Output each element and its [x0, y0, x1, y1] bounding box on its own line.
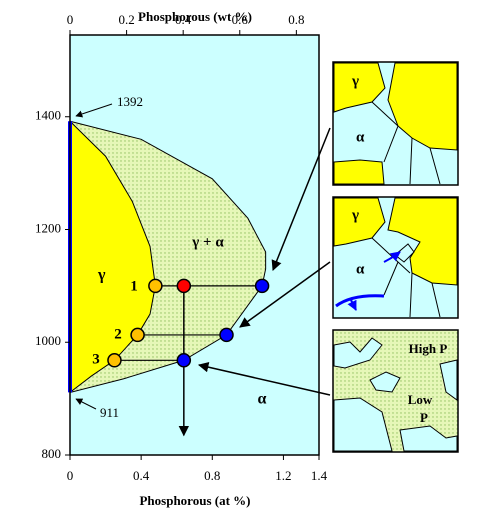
data-point	[176, 353, 192, 368]
point-label: 3	[92, 351, 100, 367]
data-point	[148, 278, 163, 294]
panel-label: α	[356, 129, 365, 145]
phase-label: γ + α	[191, 234, 224, 250]
pointer-arrow	[239, 261, 331, 328]
data-point	[176, 278, 192, 294]
data-point	[107, 353, 122, 368]
plot-frame	[69, 34, 320, 456]
plot-area	[68, 35, 319, 455]
x2-tick-label: 0.2	[118, 12, 134, 27]
micrograph-panel: High P Low P	[332, 329, 459, 453]
panel-label: P	[420, 410, 428, 425]
annotation-arrow	[75, 103, 113, 118]
phase-region	[69, 120, 156, 394]
x2-axis-label: Phosphorous (wt %)	[138, 9, 252, 24]
panel-label: High P	[409, 341, 448, 356]
x2-tick-label: 0	[67, 12, 74, 27]
x-tick-label: 0	[67, 468, 74, 483]
data-point	[219, 327, 234, 343]
panel-label: Low	[408, 392, 433, 407]
annotation-arrow	[75, 398, 97, 410]
x-tick-label: 1.2	[275, 468, 291, 483]
pointer-arrow	[271, 127, 331, 271]
x2-tick-label: 0.6	[232, 12, 249, 27]
data-point	[130, 327, 145, 343]
x-tick-label: 1.4	[311, 468, 328, 483]
x2-tick-label: 0.4	[175, 12, 192, 27]
phase-label: γ	[97, 267, 106, 284]
panel-label: γ	[351, 207, 359, 223]
x-tick-label: 0.4	[133, 468, 150, 483]
x-tick-label: 0.8	[204, 468, 220, 483]
y-tick-label: 800	[42, 446, 62, 461]
y-tick-label: 1400	[35, 108, 61, 123]
phase-label: α	[258, 391, 267, 408]
x2-tick-label: 0.8	[288, 12, 304, 27]
y-tick-label: 1000	[35, 333, 61, 348]
annotation: 1392	[117, 94, 143, 109]
y-tick-label: 1200	[35, 220, 61, 235]
panel-label: γ	[351, 73, 359, 89]
pointer-arrow	[197, 361, 331, 396]
annotation: 911	[100, 405, 119, 420]
point-label: 2	[114, 326, 122, 342]
micrograph-panel: γ α	[332, 196, 459, 319]
micrograph-panel: γ α	[332, 61, 459, 186]
x-axis-label: Phosphorous (at %)	[139, 493, 250, 508]
panel-label: α	[356, 261, 365, 277]
data-point	[254, 278, 270, 294]
point-label: 1	[130, 278, 138, 294]
